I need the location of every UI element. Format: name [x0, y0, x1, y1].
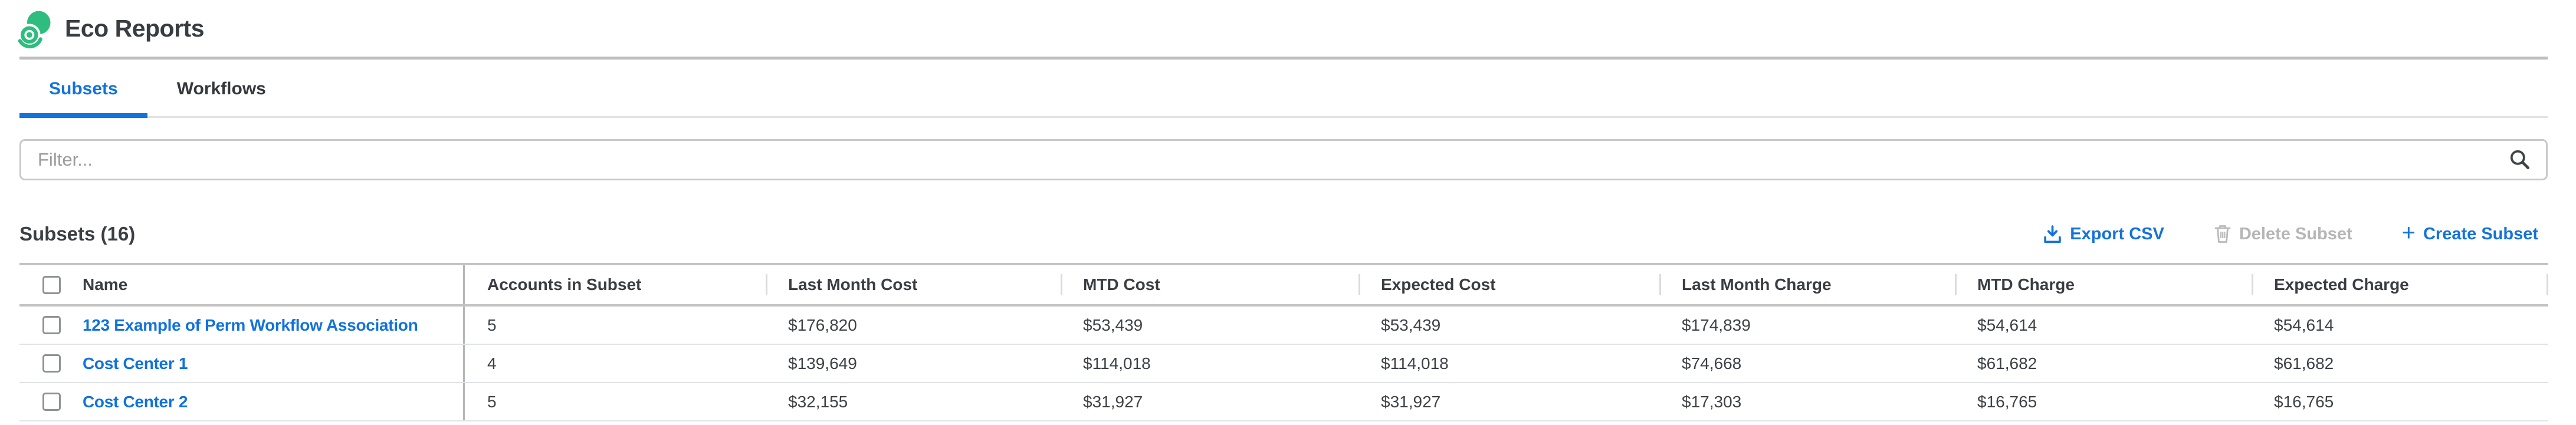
tab-subsets[interactable]: Subsets [19, 60, 147, 118]
create-subset-label: Create Subset [2423, 224, 2538, 243]
last-month-charge-cell: $17,303 [1682, 392, 1742, 411]
expected-cost-cell: $53,439 [1381, 315, 1441, 334]
header-cell-expected-charge: Expected Charge [2252, 265, 2548, 304]
subset-link[interactable]: Cost Center 2 [83, 392, 188, 411]
mtd-cost-cell: $53,439 [1083, 315, 1143, 334]
accounts-cell: 5 [487, 315, 497, 334]
expected-cost-cell: $114,018 [1381, 354, 1449, 373]
header-cell-accounts: Accounts in Subset [465, 265, 766, 304]
subset-link[interactable]: Cost Center 1 [83, 354, 188, 373]
subsets-toolbar: Subsets (16) Export CSV Delete Subset [19, 212, 2548, 256]
table-row: Cost Center 1 4 $139,649 $114,018 $114,0… [19, 345, 2548, 383]
header-cell-expected-cost: Expected Cost [1358, 265, 1659, 304]
trash-icon [2214, 225, 2231, 243]
export-csv-button[interactable]: Export CSV [2043, 225, 2164, 244]
expected-cost-cell: $31,927 [1381, 392, 1441, 411]
column-header: MTD Cost [1083, 275, 1160, 294]
row-checkbox[interactable] [42, 354, 61, 373]
filter-bar [19, 139, 2548, 180]
subsets-count-heading: Subsets (16) [19, 223, 136, 245]
table-row: Cost Center 2 5 $32,155 $31,927 $31,927 … [19, 383, 2548, 421]
filter-input[interactable] [19, 139, 2548, 180]
row-checkbox[interactable] [42, 316, 61, 334]
header-divider [19, 57, 2548, 60]
search-icon[interactable] [2509, 149, 2531, 171]
mtd-charge-cell: $16,765 [1977, 392, 2037, 411]
column-header: Expected Cost [1381, 275, 1496, 294]
eco-logo-icon [18, 11, 51, 49]
table-header-row: Name Accounts in Subset Last Month Cost … [19, 265, 2548, 307]
tab-bar: Subsets Workflows [19, 60, 296, 118]
select-all-checkbox[interactable] [42, 275, 61, 294]
header-cell-name: Name [19, 265, 465, 304]
mtd-cost-cell: $114,018 [1083, 354, 1151, 373]
row-name-cell: Cost Center 1 [19, 345, 465, 382]
header-cell-mtd-charge: MTD Charge [1955, 265, 2252, 304]
last-month-cost-cell: $176,820 [788, 315, 857, 334]
last-month-cost-cell: $32,155 [788, 392, 848, 411]
plus-icon: + [2401, 220, 2416, 246]
expected-charge-cell: $16,765 [2274, 392, 2334, 411]
app-header: Eco Reports [0, 0, 2576, 57]
last-month-charge-cell: $74,668 [1682, 354, 1742, 373]
column-header: Name [83, 275, 128, 294]
column-header: Expected Charge [2274, 275, 2409, 294]
tab-workflows[interactable]: Workflows [176, 78, 266, 98]
delete-subset-label: Delete Subset [2239, 224, 2352, 243]
delete-subset-button[interactable]: Delete Subset [2214, 224, 2352, 244]
subset-link[interactable]: 123 Example of Perm Workflow Association [83, 315, 418, 334]
table-row: 123 Example of Perm Workflow Association… [19, 307, 2548, 345]
column-header: MTD Charge [1977, 275, 2075, 294]
toolbar-actions: Export CSV Delete Subset + Create Subset [2043, 220, 2548, 246]
column-header: Last Month Charge [1682, 275, 1832, 294]
column-header: Last Month Cost [788, 275, 918, 294]
header-cell-last-month-charge: Last Month Charge [1659, 265, 1955, 304]
subsets-table: Name Accounts in Subset Last Month Cost … [19, 263, 2548, 421]
mtd-charge-cell: $54,614 [1977, 315, 2037, 334]
accounts-cell: 5 [487, 392, 497, 411]
expected-charge-cell: $54,614 [2274, 315, 2334, 334]
last-month-charge-cell: $174,839 [1682, 315, 1751, 334]
row-name-cell: 123 Example of Perm Workflow Association [19, 307, 465, 344]
column-header: Accounts in Subset [487, 275, 642, 294]
row-checkbox[interactable] [42, 393, 61, 411]
create-subset-button[interactable]: + Create Subset [2401, 220, 2538, 246]
last-month-cost-cell: $139,649 [788, 354, 857, 373]
header-cell-last-month-cost: Last Month Cost [766, 265, 1061, 304]
expected-charge-cell: $61,682 [2274, 354, 2334, 373]
header-cell-mtd-cost: MTD Cost [1061, 265, 1358, 304]
mtd-charge-cell: $61,682 [1977, 354, 2037, 373]
mtd-cost-cell: $31,927 [1083, 392, 1143, 411]
download-icon [2044, 225, 2062, 243]
accounts-cell: 4 [487, 354, 497, 373]
page-title: Eco Reports [65, 14, 205, 42]
tabbar-divider [19, 116, 2548, 118]
export-csv-label: Export CSV [2070, 224, 2164, 243]
row-name-cell: Cost Center 2 [19, 383, 465, 420]
